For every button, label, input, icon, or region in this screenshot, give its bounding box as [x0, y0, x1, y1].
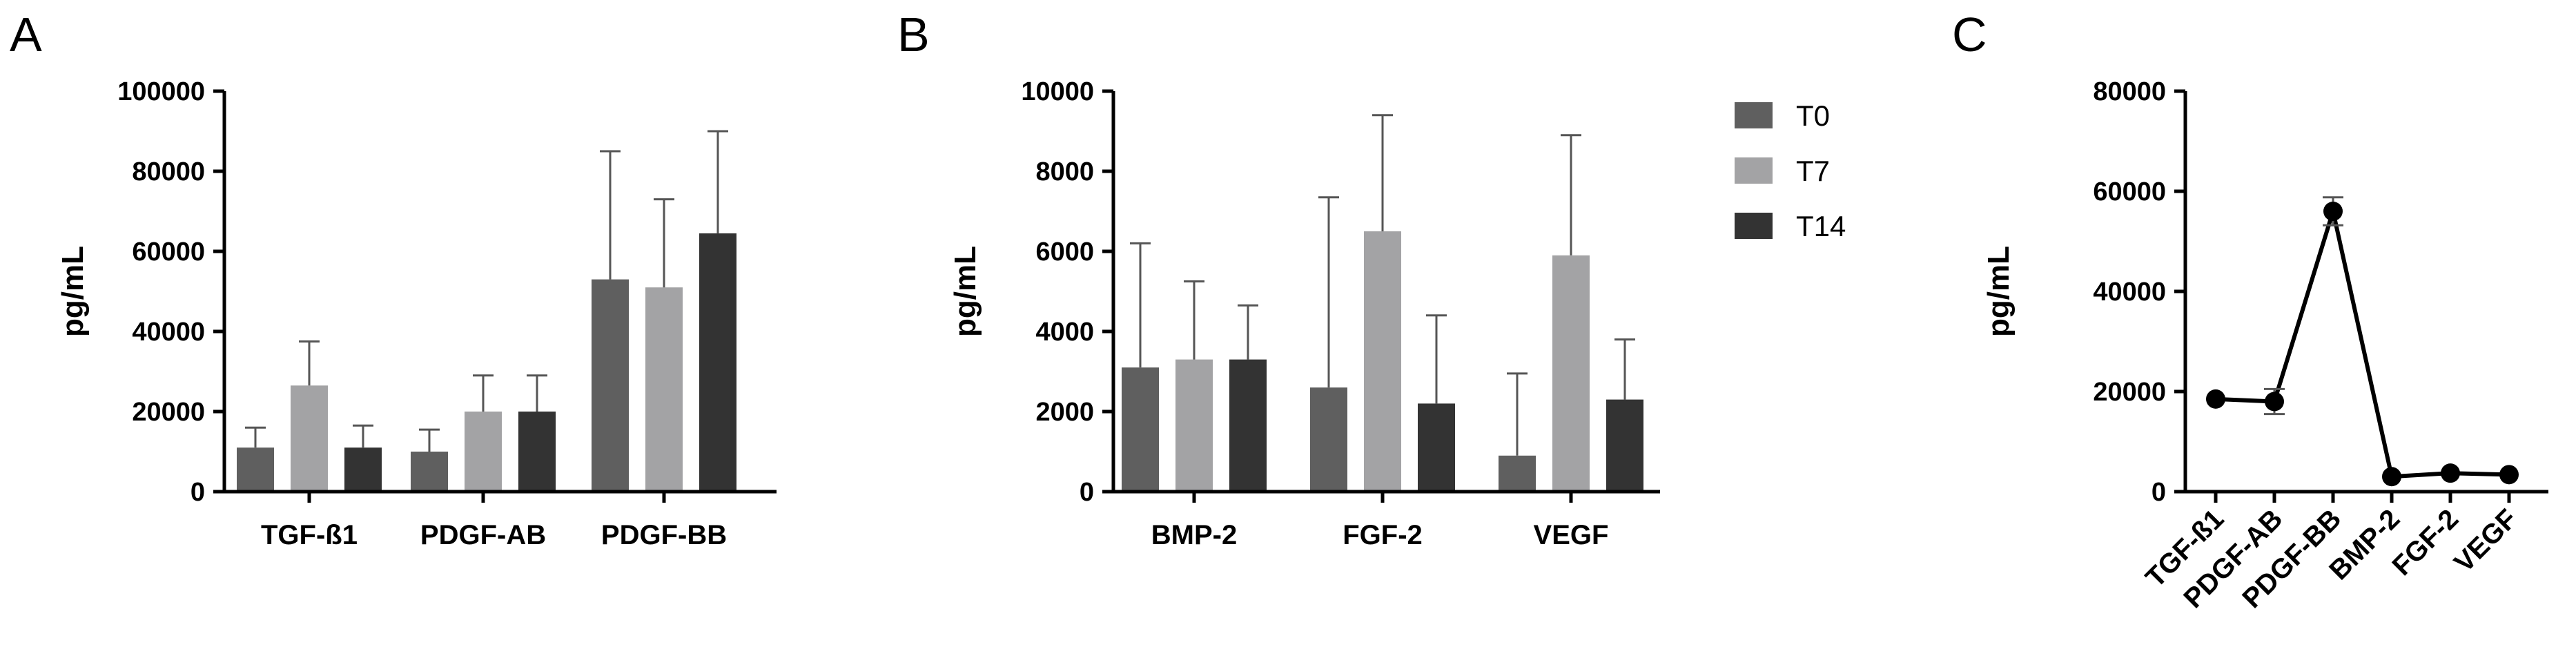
panel-b-x-category-label: VEGF — [1534, 520, 1609, 550]
panel-a-bar-t7-2 — [645, 287, 683, 492]
panel-c-data-point-0 — [2206, 389, 2225, 409]
panel-a-y-tick-label: 60000 — [132, 238, 205, 267]
panel-a-bar-t14-1 — [518, 412, 556, 492]
panel-a-x-category-label: TGF-ß1 — [261, 520, 358, 550]
panel-b-bar-t7-2 — [1552, 255, 1590, 492]
panel-c-y-tick-label: 40000 — [2093, 278, 2166, 307]
panel-a-bar-t14-2 — [699, 233, 736, 492]
panel-a-y-tick-label: 40000 — [132, 318, 205, 347]
panel-a-y-axis-label: pg/mL — [56, 246, 90, 337]
panel-b-bar-chart: 0 2000 4000 6000 8000 10000 pg/mL BMP-2 FGF-2 VEG… — [948, 77, 1660, 550]
panel-c-data-point-1 — [2265, 392, 2284, 412]
panel-b-y-tick-label: 6000 — [1035, 238, 1094, 267]
panel-c-series-line — [2215, 203, 2510, 479]
panel-a-bar-t0-2 — [592, 279, 629, 492]
panel-a-bar-t14-0 — [344, 447, 382, 492]
panel-a-bar-t0-0 — [237, 447, 274, 492]
panel-c-data-point-2 — [2323, 202, 2343, 221]
panel-b-bar-t14-0 — [1229, 359, 1267, 492]
panel-b-bar-t0-0 — [1122, 367, 1159, 492]
panel-c-letter: C — [1952, 8, 1987, 61]
panel-a-bar-t7-0 — [291, 385, 328, 492]
panel-a-y-tick-label: 0 — [191, 478, 205, 507]
panel-c-data-point-5 — [2499, 465, 2519, 485]
panel-a-x-category-label: PDGF-BB — [601, 520, 727, 550]
panel-c-data-point-3 — [2382, 467, 2401, 487]
legend: T0 T7 T14 — [1735, 99, 1846, 242]
legend-label-t14: T14 — [1796, 210, 1846, 242]
panel-a-bar-t0-1 — [411, 452, 448, 492]
panel-b-letter: B — [897, 8, 930, 61]
panel-b-y-tick-label: 10000 — [1021, 77, 1094, 106]
panel-b-y-tick-label: 2000 — [1035, 398, 1094, 427]
panel-b-y-tick-label: 8000 — [1035, 157, 1094, 186]
panel-a-y-tick-label: 100000 — [117, 77, 205, 106]
panel-b-bar-t14-2 — [1606, 399, 1643, 492]
panel-a-y-tick-label: 20000 — [132, 398, 205, 427]
panel-a-x-category-label: PDGF-AB — [420, 520, 546, 550]
panel-a-bar-chart: 0 20000 40000 60000 80000 100000 pg/mL TGF-ß1 PD… — [56, 77, 777, 550]
panel-c-y-tick-label: 20000 — [2093, 378, 2166, 407]
panel-c-x-category-label: FGF-2 — [2387, 503, 2465, 581]
panel-b-bar-t7-1 — [1364, 231, 1401, 492]
legend-swatch-t0 — [1735, 102, 1773, 128]
panel-a-y-tick-label: 80000 — [132, 157, 205, 186]
panel-b-bar-t0-1 — [1310, 387, 1347, 492]
panel-b-x-category-label: FGF-2 — [1343, 520, 1423, 550]
panel-b-bar-t7-0 — [1175, 359, 1213, 492]
panel-b-x-category-label: BMP-2 — [1151, 520, 1237, 550]
panel-c-x-category-label: VEGF — [2448, 503, 2523, 578]
panel-b-y-tick-label: 0 — [1080, 478, 1094, 507]
legend-swatch-t7 — [1735, 157, 1773, 184]
panel-c-line-chart: 020000400006000080000pg/mLTGF-ß1PDGF-ABP… — [1982, 77, 2548, 614]
panel-b-y-axis-label: pg/mL — [948, 246, 982, 337]
panel-a-bar-t7-1 — [465, 412, 502, 492]
panel-c-y-tick-label: 80000 — [2093, 77, 2166, 106]
panel-b-bar-t0-2 — [1499, 455, 1536, 492]
legend-label-t0: T0 — [1796, 99, 1830, 132]
panel-b-y-tick-label: 4000 — [1035, 318, 1094, 347]
panel-c-data-point-4 — [2441, 463, 2460, 483]
legend-swatch-t14 — [1735, 213, 1773, 239]
panel-c-y-axis-label: pg/mL — [1982, 246, 2016, 337]
panel-b-bar-t14-1 — [1418, 403, 1455, 492]
panel-c-y-tick-label: 60000 — [2093, 177, 2166, 206]
panel-c-y-tick-label: 0 — [2151, 478, 2166, 507]
panel-a-letter: A — [10, 8, 42, 61]
legend-label-t7: T7 — [1796, 155, 1830, 187]
